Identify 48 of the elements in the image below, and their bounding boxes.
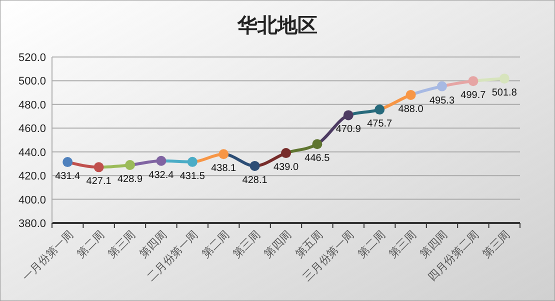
- point: [374, 104, 385, 115]
- point: [437, 81, 447, 92]
- data-label: 499.7: [460, 90, 486, 102]
- y-tick-label: 480.0: [18, 99, 46, 112]
- y-tick-label: 520.0: [18, 52, 46, 64]
- point: [312, 139, 322, 150]
- point: [468, 76, 478, 86]
- x-tick-label: 一月份第一周: [20, 228, 76, 284]
- y-tick-label: 500.0: [18, 76, 46, 88]
- point: [125, 160, 135, 170]
- data-label: 501.8: [492, 88, 518, 99]
- data-label: 470.9: [336, 124, 362, 136]
- data-label: 427.1: [86, 176, 112, 188]
- x-tick-label: 第三周: [106, 228, 138, 260]
- x-tick-label: 第二周: [74, 228, 107, 260]
- point: [406, 90, 416, 100]
- point: [62, 157, 73, 168]
- point: [250, 160, 260, 171]
- y-tick-label: 380.0: [18, 218, 46, 230]
- point: [343, 110, 354, 120]
- x-tick-label: 第二周: [199, 228, 232, 260]
- data-label: 475.7: [367, 118, 393, 130]
- y-tick-label: 460.0: [18, 123, 46, 136]
- chart-title: 华北地区: [236, 13, 318, 37]
- data-label: 495.3: [429, 95, 455, 106]
- data-label: 428.9: [117, 174, 143, 186]
- data-label: 431.5: [180, 170, 206, 182]
- point: [156, 156, 166, 166]
- x-tick-label: 第四周: [262, 228, 294, 260]
- data-label: 446.5: [304, 153, 330, 164]
- x-tick-label: 第三周: [230, 228, 263, 260]
- data-label: 439.0: [273, 162, 299, 174]
- point: [281, 148, 291, 158]
- data-label: 488.0: [398, 104, 424, 115]
- x-tick-label: 第三周: [480, 228, 513, 260]
- data-label: 432.4: [148, 170, 174, 181]
- point: [218, 149, 229, 160]
- data-label: 431.4: [55, 171, 81, 182]
- data-label: 428.1: [242, 174, 268, 186]
- point: [94, 162, 104, 172]
- data-label: 438.1: [211, 163, 237, 174]
- y-tick-label: 440.0: [18, 146, 46, 159]
- y-tick-label: 420.0: [18, 170, 46, 183]
- x-tick-label: 第二周: [355, 228, 388, 260]
- x-tick-label: 第三周: [386, 228, 419, 260]
- point: [499, 74, 510, 84]
- y-tick-label: 400.0: [18, 194, 46, 206]
- point: [187, 156, 198, 167]
